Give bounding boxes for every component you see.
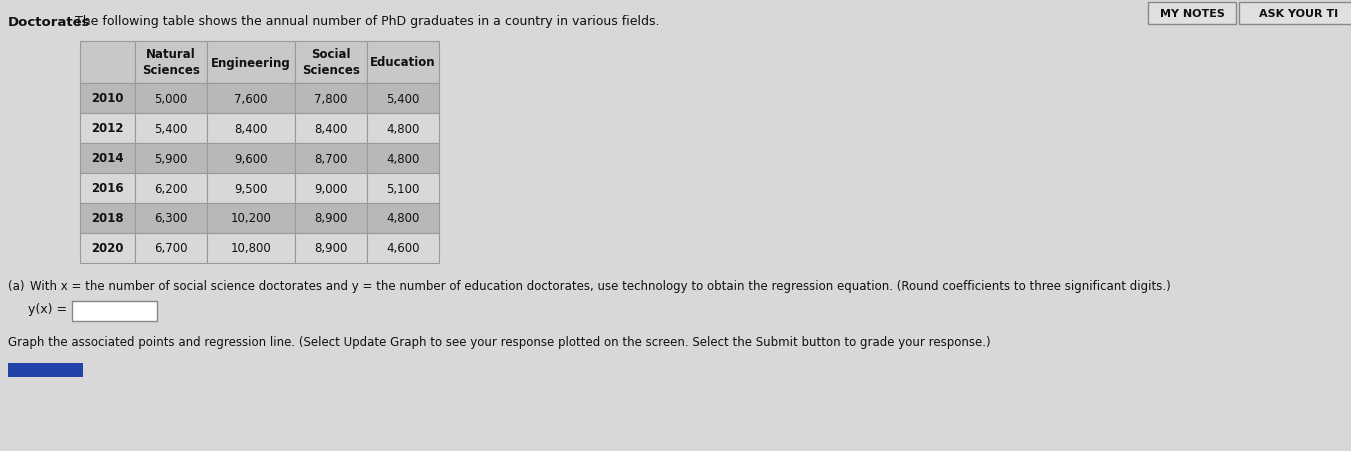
Bar — [135, 174, 207, 203]
Bar — [80, 174, 135, 203]
Text: 8,400: 8,400 — [234, 122, 267, 135]
Text: MY NOTES: MY NOTES — [1159, 9, 1224, 19]
Text: 10,200: 10,200 — [231, 212, 272, 225]
Text: 5,900: 5,900 — [154, 152, 188, 165]
Text: 2020: 2020 — [92, 242, 124, 255]
Text: 5,100: 5,100 — [386, 182, 420, 195]
Text: 4,800: 4,800 — [386, 212, 420, 225]
Bar — [207, 203, 295, 234]
Bar — [80, 42, 135, 84]
Bar — [367, 84, 439, 114]
Bar — [367, 203, 439, 234]
Text: Engineering: Engineering — [211, 56, 290, 69]
Text: 2018: 2018 — [91, 212, 124, 225]
Text: 2016: 2016 — [91, 182, 124, 195]
Bar — [295, 84, 367, 114]
Text: 9,600: 9,600 — [234, 152, 267, 165]
Bar — [80, 84, 135, 114]
Bar — [367, 234, 439, 263]
Bar — [135, 42, 207, 84]
Bar — [135, 114, 207, 144]
Bar — [135, 234, 207, 263]
Text: y(x) =: y(x) = — [28, 302, 68, 315]
Bar — [80, 114, 135, 144]
Bar — [207, 234, 295, 263]
Text: 2012: 2012 — [92, 122, 124, 135]
Text: 7,600: 7,600 — [234, 92, 267, 105]
Bar — [80, 144, 135, 174]
Text: 5,400: 5,400 — [154, 122, 188, 135]
Text: 10,800: 10,800 — [231, 242, 272, 255]
Text: 9,500: 9,500 — [234, 182, 267, 195]
Text: Social
Sciences: Social Sciences — [303, 48, 359, 77]
Text: 6,300: 6,300 — [154, 212, 188, 225]
Bar — [295, 144, 367, 174]
Text: 2014: 2014 — [91, 152, 124, 165]
Bar — [207, 84, 295, 114]
Text: Natural
Sciences: Natural Sciences — [142, 48, 200, 77]
Text: 8,900: 8,900 — [315, 242, 347, 255]
Text: 4,800: 4,800 — [386, 122, 420, 135]
Bar — [1148, 3, 1236, 25]
Text: With x = the number of social science doctorates and y = the number of education: With x = the number of social science do… — [30, 279, 1171, 292]
Bar — [72, 301, 157, 321]
Text: 7,800: 7,800 — [315, 92, 347, 105]
Text: 5,400: 5,400 — [386, 92, 420, 105]
Text: ASK YOUR TI: ASK YOUR TI — [1259, 9, 1339, 19]
Bar — [135, 144, 207, 174]
Bar — [8, 363, 82, 377]
Bar — [80, 234, 135, 263]
Text: 4,800: 4,800 — [386, 152, 420, 165]
Bar — [295, 114, 367, 144]
Bar — [295, 234, 367, 263]
Bar — [207, 42, 295, 84]
Text: 2010: 2010 — [92, 92, 124, 105]
Bar — [80, 203, 135, 234]
Text: The following table shows the annual number of PhD graduates in a country in var: The following table shows the annual num… — [76, 15, 659, 28]
Text: 6,700: 6,700 — [154, 242, 188, 255]
Text: 9,000: 9,000 — [315, 182, 347, 195]
Text: 6,200: 6,200 — [154, 182, 188, 195]
Bar — [295, 42, 367, 84]
Bar — [135, 203, 207, 234]
Text: 4,600: 4,600 — [386, 242, 420, 255]
Text: 8,400: 8,400 — [315, 122, 347, 135]
Text: (a): (a) — [8, 279, 24, 292]
Bar — [295, 174, 367, 203]
Bar — [135, 84, 207, 114]
Text: Doctorates: Doctorates — [8, 15, 91, 28]
Bar — [207, 144, 295, 174]
Bar — [367, 42, 439, 84]
Text: 5,000: 5,000 — [154, 92, 188, 105]
Bar — [207, 114, 295, 144]
Bar — [367, 144, 439, 174]
Bar — [367, 114, 439, 144]
Text: Graph the associated points and regression line. (Select Update Graph to see you: Graph the associated points and regressi… — [8, 335, 990, 348]
Bar — [367, 174, 439, 203]
Text: 8,700: 8,700 — [315, 152, 347, 165]
Text: 8,900: 8,900 — [315, 212, 347, 225]
Bar — [295, 203, 367, 234]
Bar — [207, 174, 295, 203]
Bar — [1239, 3, 1351, 25]
Text: Education: Education — [370, 56, 436, 69]
